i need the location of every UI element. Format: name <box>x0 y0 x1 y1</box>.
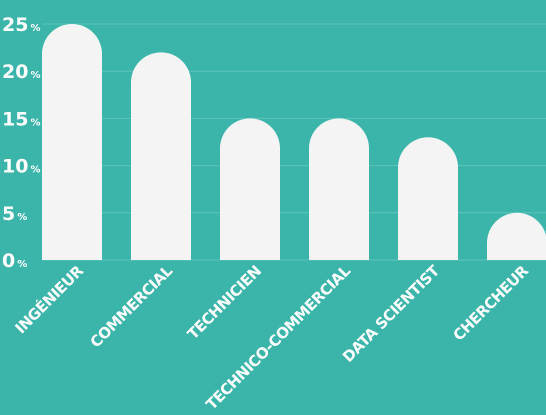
bar-technico-commercial <box>309 118 369 261</box>
y-tick-label: 0% <box>2 250 27 272</box>
x-tick-label: DATA SCIENTIST <box>339 261 444 366</box>
x-axis-labels: INGÉNIEUR COMMERCIAL TECHNICIENTECHNICO-CO… <box>11 261 533 414</box>
x-tick-label: CHERCHEUR <box>450 261 533 344</box>
bar-chercheur <box>487 212 546 260</box>
y-tick-label: 25% <box>2 14 40 36</box>
y-tick-label: 20% <box>2 61 40 83</box>
x-tick-label: TECHNICIEN <box>184 262 265 343</box>
y-tick-label: 15% <box>2 108 40 130</box>
y-tick-label: 10% <box>2 156 40 178</box>
x-tick-label: INGÉNIEUR <box>11 261 88 338</box>
x-tick-label: TECHNICO-COMMERCIAL <box>202 261 354 413</box>
bar-ing-nieur <box>42 24 102 260</box>
bar-technicien <box>220 118 280 261</box>
y-tick-label: 5% <box>2 203 27 225</box>
grid-lines <box>42 23 546 261</box>
bar-data-scientist <box>398 137 458 260</box>
bars <box>42 24 546 261</box>
x-tick-label: COMMERCIAL <box>87 261 177 351</box>
bar-commercial <box>131 52 191 260</box>
y-axis-ticks: 0 % 5 % 10 % 15 % 20 % 25% <box>2 14 40 272</box>
